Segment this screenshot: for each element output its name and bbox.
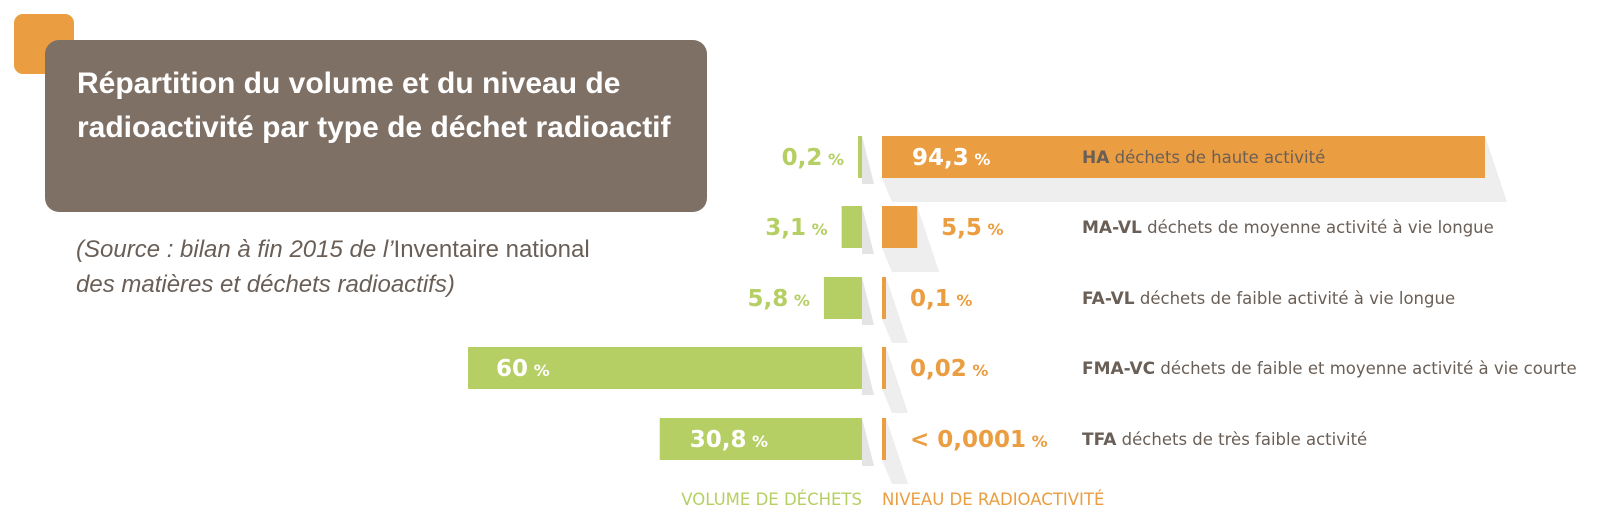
category-label: FA-VL déchets de faible activité à vie l… — [1082, 289, 1455, 309]
volume-bar — [468, 347, 862, 389]
radioactivity-bar — [882, 206, 918, 248]
volume-bar — [858, 136, 862, 178]
volume-value-label: 3,1 % — [765, 215, 827, 241]
radioactivity-value-label: 5,5 % — [941, 215, 1003, 241]
source-text-1: (Source : bilan à fin 2015 de l’ — [76, 236, 394, 263]
volume-value-label: 60 % — [496, 356, 550, 382]
bar-shadow — [862, 347, 874, 395]
volume-bar — [841, 206, 862, 248]
volume-value-label: 5,8 % — [748, 286, 810, 312]
bar-shadow — [862, 418, 874, 466]
volume-bar — [659, 418, 862, 460]
source-text-2: Inventaire national — [393, 236, 590, 263]
title-box: Répartition du volume et du niveau de ra… — [45, 40, 707, 212]
bar-shadow — [862, 277, 874, 325]
radioactivity-axis-label: NIVEAU DE RADIOACTIVITÉ — [882, 490, 1104, 509]
radioactivity-bar — [882, 347, 886, 389]
page-title: Répartition du volume et du niveau de ra… — [77, 67, 671, 144]
radioactivity-bar — [882, 136, 1485, 178]
category-label: FMA-VC déchets de faible et moyenne acti… — [1082, 359, 1577, 379]
bar-shadow — [882, 418, 908, 484]
radioactivity-value-label: 0,1 % — [910, 286, 972, 312]
source-note: (Source : bilan à fin 2015 de l’Inventai… — [76, 232, 676, 302]
volume-value-label: 0,2 % — [782, 145, 844, 171]
source-text-3: des matières et déchets radioactifs) — [76, 271, 455, 298]
volume-bar — [823, 277, 862, 319]
volume-value-label: 30,8 % — [690, 427, 768, 453]
category-label: TFA déchets de très faible activité — [1082, 430, 1367, 450]
radioactivity-bar — [882, 277, 886, 319]
radioactivity-value-label: 0,02 % — [910, 356, 988, 382]
bar-shadow — [862, 206, 874, 254]
radioactivity-bar — [882, 418, 886, 460]
bar-shadow — [862, 136, 874, 184]
category-label: MA-VL déchets de moyenne activité à vie … — [1082, 218, 1494, 238]
bar-shadow — [882, 347, 908, 413]
radioactivity-value-label: < 0,0001 % — [910, 427, 1048, 453]
radioactivity-value-label: 94,3 % — [912, 145, 990, 171]
volume-axis-label: VOLUME DE DÉCHETS — [681, 490, 862, 509]
category-label: HA déchets de haute activité — [1082, 148, 1325, 168]
bar-shadow — [882, 277, 908, 343]
